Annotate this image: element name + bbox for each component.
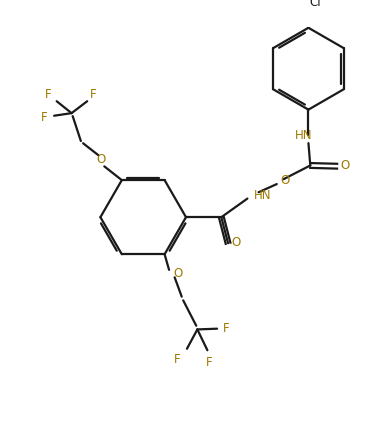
Text: O: O bbox=[281, 174, 290, 187]
Text: F: F bbox=[223, 321, 229, 334]
Text: Cl: Cl bbox=[310, 0, 321, 9]
Text: O: O bbox=[174, 266, 183, 279]
Text: O: O bbox=[232, 235, 241, 248]
Text: F: F bbox=[41, 111, 47, 123]
Text: F: F bbox=[206, 355, 213, 368]
Text: HN: HN bbox=[295, 129, 313, 142]
Text: O: O bbox=[96, 152, 105, 165]
Text: F: F bbox=[90, 87, 96, 100]
Text: F: F bbox=[174, 352, 180, 365]
Text: O: O bbox=[340, 159, 349, 172]
Text: F: F bbox=[45, 87, 52, 100]
Text: HN: HN bbox=[254, 188, 271, 201]
